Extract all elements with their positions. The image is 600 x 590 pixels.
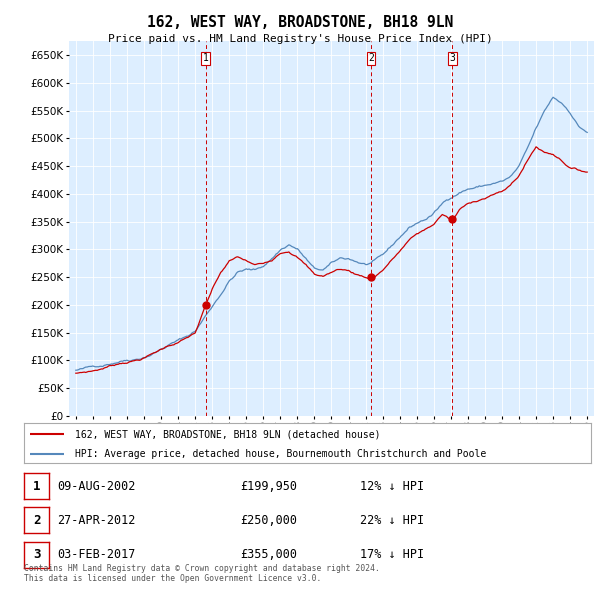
Text: 2: 2: [33, 514, 40, 527]
Text: 162, WEST WAY, BROADSTONE, BH18 9LN: 162, WEST WAY, BROADSTONE, BH18 9LN: [147, 15, 453, 30]
Text: £250,000: £250,000: [240, 514, 297, 527]
Text: £355,000: £355,000: [240, 548, 297, 561]
Text: 3: 3: [449, 53, 455, 63]
Text: HPI: Average price, detached house, Bournemouth Christchurch and Poole: HPI: Average price, detached house, Bour…: [75, 450, 486, 460]
Text: £199,950: £199,950: [240, 480, 297, 493]
Text: 22% ↓ HPI: 22% ↓ HPI: [360, 514, 424, 527]
Text: 12% ↓ HPI: 12% ↓ HPI: [360, 480, 424, 493]
Text: 1: 1: [33, 480, 40, 493]
Text: 1: 1: [203, 53, 209, 63]
Text: 03-FEB-2017: 03-FEB-2017: [57, 548, 136, 561]
Text: Price paid vs. HM Land Registry's House Price Index (HPI): Price paid vs. HM Land Registry's House …: [107, 34, 493, 44]
Text: 2: 2: [368, 53, 374, 63]
Text: 27-APR-2012: 27-APR-2012: [57, 514, 136, 527]
Text: 09-AUG-2002: 09-AUG-2002: [57, 480, 136, 493]
Text: 17% ↓ HPI: 17% ↓ HPI: [360, 548, 424, 561]
Text: 162, WEST WAY, BROADSTONE, BH18 9LN (detached house): 162, WEST WAY, BROADSTONE, BH18 9LN (det…: [75, 430, 380, 440]
Text: 3: 3: [33, 548, 40, 561]
Text: Contains HM Land Registry data © Crown copyright and database right 2024.
This d: Contains HM Land Registry data © Crown c…: [24, 563, 380, 583]
